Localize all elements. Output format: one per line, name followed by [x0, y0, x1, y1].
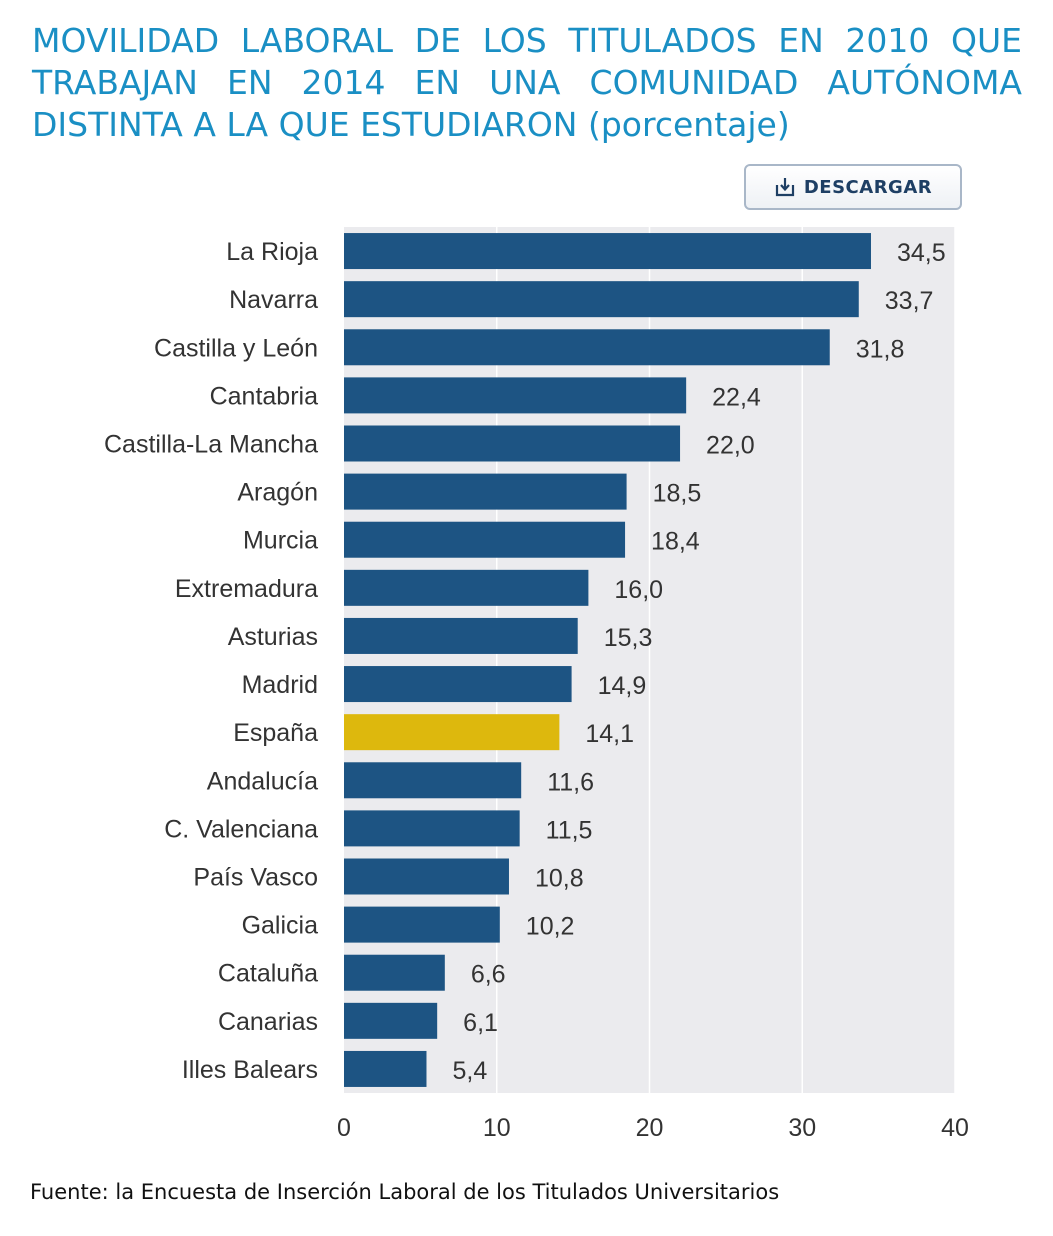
bar: [344, 1050, 427, 1087]
data-label: 11,5: [546, 816, 593, 844]
data-label: 10,8: [535, 865, 584, 893]
chart-title: MOVILIDAD LABORAL DE LOS TITULADOS EN 20…: [32, 21, 1022, 144]
bar: [344, 569, 589, 606]
bar: [344, 810, 520, 847]
data-label: 14,1: [585, 720, 634, 748]
bar: [344, 714, 560, 751]
category-label: Cantabria: [210, 382, 318, 410]
category-label: Illes Balears: [182, 1056, 318, 1084]
download-button-label: DESCARGAR: [803, 176, 933, 198]
category-label: Castilla y León: [154, 334, 318, 362]
bar: [344, 858, 509, 895]
category-label: Cataluña: [218, 960, 318, 988]
bar: [344, 233, 871, 270]
x-tick-label: 40: [941, 1114, 969, 1142]
bar: [344, 521, 626, 558]
bar: [344, 762, 522, 799]
bar: [344, 1002, 438, 1039]
category-label: C. Valenciana: [164, 815, 318, 843]
bar-chart: 0 10 20 30 40 La Rioja 34,5 Navarra 33,7 Castilla…: [104, 227, 969, 1142]
download-button[interactable]: DESCARGAR: [744, 164, 962, 210]
bar: [344, 281, 859, 318]
x-tick-label: 0: [337, 1114, 351, 1142]
bar: [344, 473, 627, 510]
data-label: 6,1: [463, 1009, 498, 1037]
data-label: 15,3: [604, 624, 653, 652]
category-label: Castilla-La Mancha: [104, 431, 318, 459]
bar: [344, 954, 445, 991]
bar: [344, 329, 830, 366]
x-tick-label: 30: [788, 1114, 816, 1142]
category-label: Extremadura: [175, 575, 318, 603]
data-label: 18,5: [653, 480, 702, 508]
source-note: Fuente: la Encuesta de Inserción Laboral…: [30, 1180, 780, 1204]
data-label: 22,0: [706, 432, 755, 460]
bar: [344, 425, 681, 462]
data-label: 5,4: [452, 1057, 487, 1085]
x-tick-label: 20: [636, 1114, 664, 1142]
data-label: 14,9: [598, 672, 647, 700]
data-label: 11,6: [547, 768, 594, 796]
data-label: 10,2: [526, 913, 575, 941]
data-label: 18,4: [651, 528, 700, 556]
data-label: 22,4: [712, 383, 761, 411]
category-label: Canarias: [218, 1008, 318, 1036]
data-label: 31,8: [856, 335, 905, 363]
data-label: 33,7: [885, 287, 934, 315]
data-label: 34,5: [897, 239, 946, 267]
category-label: Navarra: [229, 286, 318, 314]
bar: [344, 906, 500, 943]
category-label: Madrid: [242, 671, 318, 699]
bar: [344, 377, 687, 414]
data-label: 16,0: [614, 576, 663, 604]
category-label: Murcia: [243, 527, 318, 555]
category-label: España: [233, 719, 318, 747]
category-label: Galicia: [242, 912, 319, 940]
x-tick-label: 10: [483, 1114, 511, 1142]
category-label: La Rioja: [226, 238, 318, 266]
bar: [344, 666, 572, 703]
bar: [344, 617, 578, 654]
download-icon: [775, 178, 794, 197]
category-label: Asturias: [228, 623, 318, 651]
category-label: País Vasco: [193, 864, 318, 892]
category-label: Aragón: [237, 479, 318, 507]
data-label: 6,6: [471, 961, 506, 989]
category-label: Andalucía: [207, 767, 318, 795]
